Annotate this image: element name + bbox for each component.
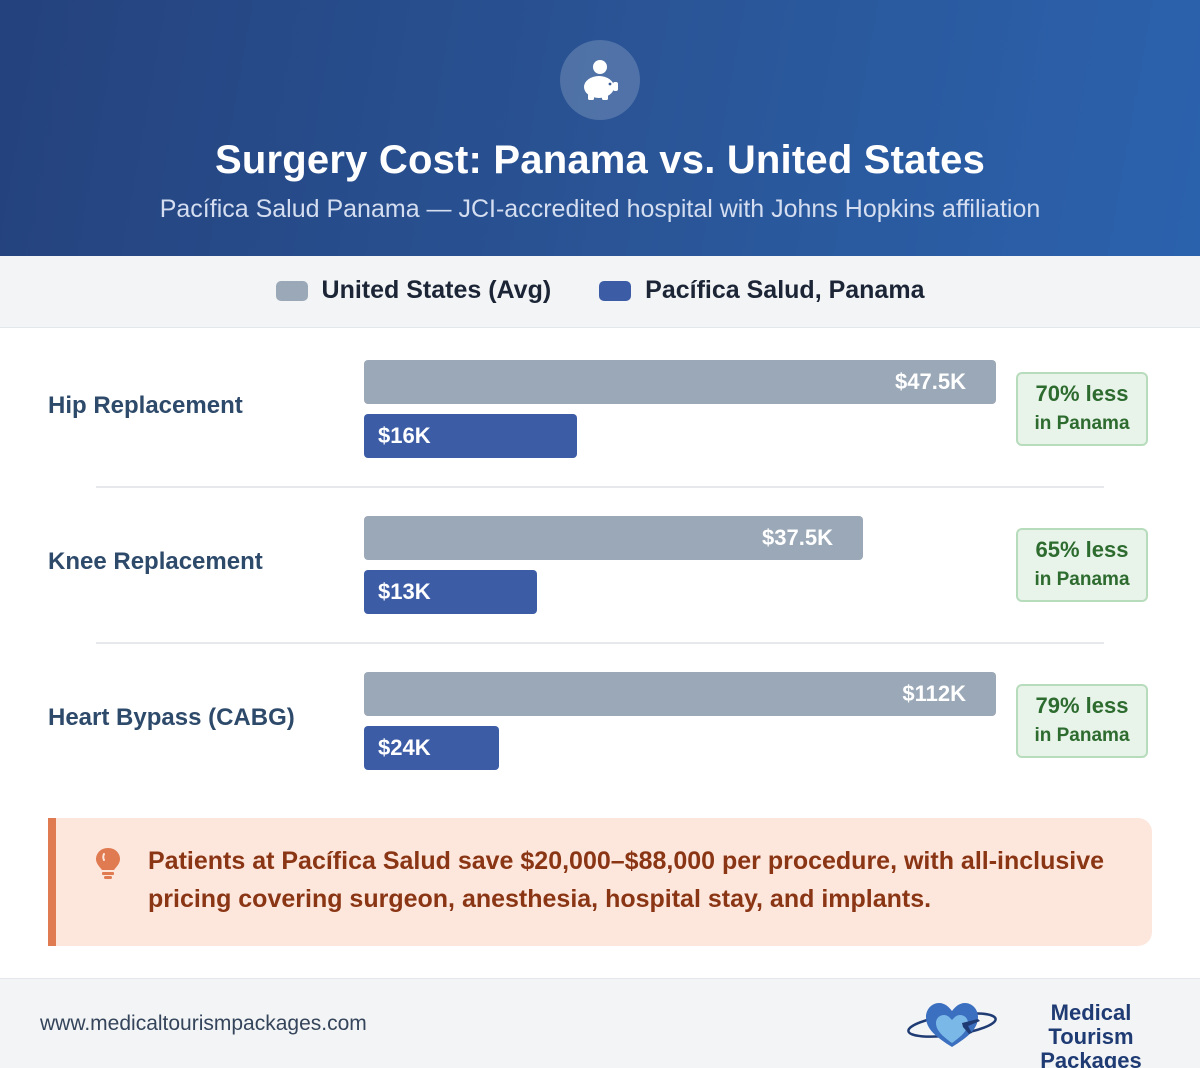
category-label: Heart Bypass (CABG) — [48, 704, 295, 731]
lightbulb-icon — [94, 846, 122, 885]
logo-text: Medical Tourism Packages — [1006, 1001, 1176, 1068]
logo-line-2: Packages — [1040, 1048, 1142, 1068]
savings-location: in Panama — [1034, 413, 1130, 434]
bar-panama: $16K — [364, 414, 577, 458]
legend-bar: United States (Avg) Pacífica Salud, Pana… — [0, 256, 1200, 328]
bar-us: $112K — [364, 672, 996, 716]
chart-row: Heart Bypass (CABG) $112K $24K 79% less in P… — [0, 672, 1200, 802]
savings-badge: 70% less in Panama — [1016, 372, 1148, 446]
savings-badge: 65% less in Panama — [1016, 528, 1148, 602]
logo-line-1: Medical Tourism — [1048, 1000, 1134, 1049]
savings-location: in Panama — [1034, 725, 1130, 746]
savings-percent: 79% less — [1035, 693, 1129, 718]
page-title: Surgery Cost: Panama vs. United States — [214, 138, 986, 182]
bar-panama: $13K — [364, 570, 537, 614]
category-label: Hip Replacement — [48, 392, 243, 419]
legend-swatch-us — [275, 280, 308, 301]
callout-text: Patients at Pacífica Salud save $20,000–… — [148, 847, 1105, 913]
row-divider — [96, 642, 1104, 644]
savings-percent: 65% less — [1035, 537, 1129, 562]
bar-panama: $24K — [364, 726, 499, 770]
footer-url[interactable]: www.medicaltourismpackages.com — [40, 1012, 367, 1035]
legend-label-panama: Pacífica Salud, Panama — [645, 276, 925, 304]
heart-airplane-logo-icon — [907, 1003, 997, 1047]
savings-percent: 70% less — [1035, 381, 1129, 406]
row-divider — [96, 486, 1104, 488]
savings-callout: Patients at Pacífica Salud save $20,000–… — [48, 818, 1152, 946]
bar-us: $37.5K — [364, 516, 863, 560]
brand-logo[interactable]: Medical Tourism Packages — [906, 997, 1176, 1068]
legend: United States (Avg) Pacífica Salud, Pana… — [0, 276, 1200, 305]
category-label: Knee Replacement — [48, 548, 263, 575]
legend-item-us: United States (Avg) — [275, 276, 552, 305]
savings-location: in Panama — [1034, 569, 1130, 590]
chart-row: Knee Replacement $37.5K $13K 65% less in Pan… — [0, 516, 1200, 646]
page-subtitle: Pacífica Salud Panama — JCI-accredited h… — [159, 195, 1041, 223]
legend-item-panama: Pacífica Salud, Panama — [599, 276, 924, 305]
chart-row: Hip Replacement $47.5K $16K 70% less in Pana… — [0, 360, 1200, 490]
savings-badge: 79% less in Panama — [1016, 684, 1148, 758]
legend-swatch-panama — [599, 280, 632, 301]
bar-us: $47.5K — [364, 360, 996, 404]
header: Surgery Cost: Panama vs. United States P… — [0, 0, 1200, 256]
legend-label-us: United States (Avg) — [321, 276, 552, 304]
piggy-bank-icon — [560, 40, 640, 120]
footer: www.medicaltourismpackages.com Medical T… — [0, 978, 1200, 1068]
